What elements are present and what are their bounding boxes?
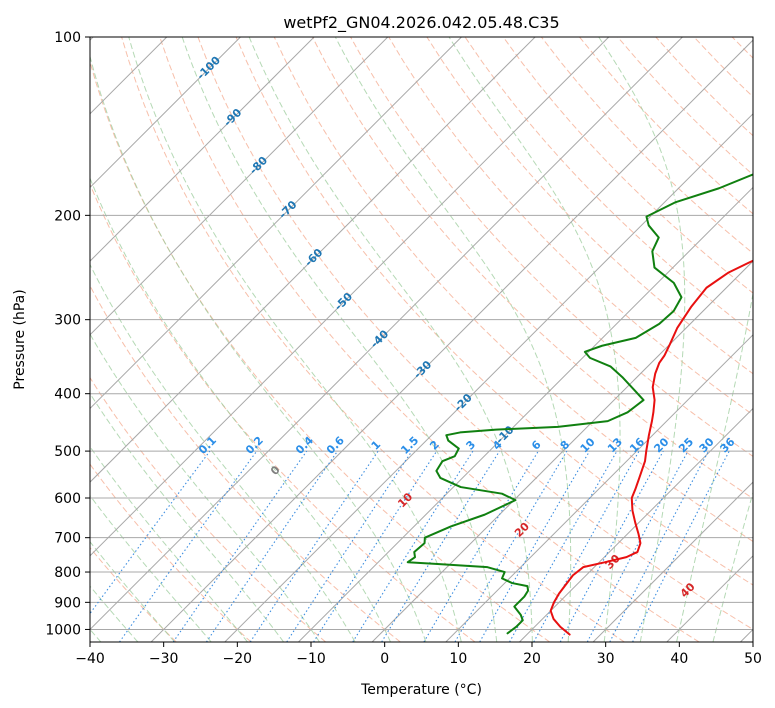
x-tick-label: −30 (149, 651, 179, 667)
isotherm-line (90, 37, 536, 483)
mixing-ratio-line (249, 450, 379, 642)
pressure-gridlines (90, 37, 753, 630)
isotherm-line (298, 186, 753, 642)
y-tick-label: 800 (54, 565, 81, 581)
dry-adiabat-line (235, 37, 753, 586)
x-tick-label: 10 (449, 651, 467, 667)
moist-adiabat-line (90, 585, 139, 642)
sounding-profiles (406, 173, 753, 636)
mixing-ratio-line (119, 450, 258, 642)
x-tick-label: 0 (380, 651, 389, 667)
x-axis-ticks: −40 −30 −20 −10 0 10 20 30 40 50 (75, 642, 762, 667)
isotherm-line (90, 37, 241, 189)
temperature-profile-line (549, 259, 753, 636)
isotherm-line (90, 37, 610, 557)
moist-adiabat-line (90, 540, 176, 642)
y-tick-label: 1000 (45, 622, 81, 638)
y-tick-label: 700 (54, 531, 81, 547)
mixing-ratio-line (205, 450, 338, 642)
mixing-ratio-line (381, 450, 500, 642)
isotherm-line (592, 481, 753, 642)
moist-adiabat-line (90, 494, 212, 642)
moist-adiabat-line (676, 290, 753, 642)
moist-adiabat-line (334, 37, 572, 642)
y-axis-ticks: 100 200 300 400 500 600 700 800 900 1000 (45, 30, 90, 638)
moist-adiabat-line (90, 445, 248, 642)
y-tick-label: 900 (54, 595, 81, 611)
x-tick-label: 30 (597, 651, 615, 667)
x-tick-label: 50 (744, 651, 762, 667)
x-tick-label: −10 (296, 651, 326, 667)
moist-adiabat-line (90, 263, 356, 642)
y-tick-label: 200 (54, 208, 81, 224)
mixing-ratio-line (172, 450, 308, 642)
isotherm-line (224, 113, 753, 642)
dry-adiabats (90, 37, 753, 642)
isotherm-line (150, 39, 753, 642)
dry-adiabat-line (90, 463, 252, 642)
mixing-ratio-line (509, 450, 618, 642)
moist-adiabat-line (90, 392, 285, 642)
x-tick-label: −40 (75, 651, 105, 667)
x-axis-title: Temperature (°C) (360, 682, 482, 698)
y-tick-label: 300 (54, 313, 81, 329)
moist-adiabat-line (128, 37, 462, 642)
y-tick-label: 600 (54, 491, 81, 507)
mixing-ratio-line (313, 450, 438, 642)
isotherm-line (445, 334, 753, 642)
isotherm-line (90, 37, 315, 262)
isotherm-line (90, 37, 462, 410)
isotherm-line (90, 37, 683, 631)
dry-adiabat-line (197, 37, 753, 631)
x-tick-label: 20 (523, 651, 541, 667)
plot-frame (89, 36, 754, 643)
isotherm-line (90, 37, 389, 336)
dry-adiabat-line (426, 37, 753, 375)
dry-adiabat-line (90, 546, 177, 642)
dry-adiabat-line (90, 376, 326, 642)
chart-title: wetPf2_GN04.2026.042.05.48.C35 (283, 13, 559, 33)
mixing-ratio-line (533, 450, 640, 642)
y-tick-label: 100 (54, 30, 81, 46)
moist-adiabat-line (598, 37, 686, 642)
plot-area: -100-90-80-70-60-50-40-30-20-100.1 0.2 0.4… (90, 37, 753, 642)
dry-adiabat-line (90, 182, 476, 642)
isotherms (90, 37, 753, 642)
mixing-ratio-line (286, 450, 413, 642)
y-tick-label: 400 (54, 387, 81, 403)
y-tick-label: 500 (54, 444, 81, 460)
mixing-ratio-line (90, 450, 211, 615)
x-tick-label: −20 (223, 651, 253, 667)
moist-adiabat-line (90, 176, 391, 642)
mixing-ratio-line (632, 450, 730, 642)
dry-adiabat-line (121, 37, 625, 642)
dry-adiabat-line (502, 37, 753, 294)
dry-adiabat-line (388, 37, 753, 416)
isotherm-line (371, 260, 753, 642)
isotherm-line (519, 407, 753, 642)
dewpoint-profile-line (406, 173, 753, 635)
y-axis-title: Pressure (hPa) (12, 289, 28, 389)
moist-adiabat-line (248, 37, 533, 642)
x-tick-label: 40 (670, 651, 688, 667)
moist-adiabat-line (90, 54, 427, 642)
